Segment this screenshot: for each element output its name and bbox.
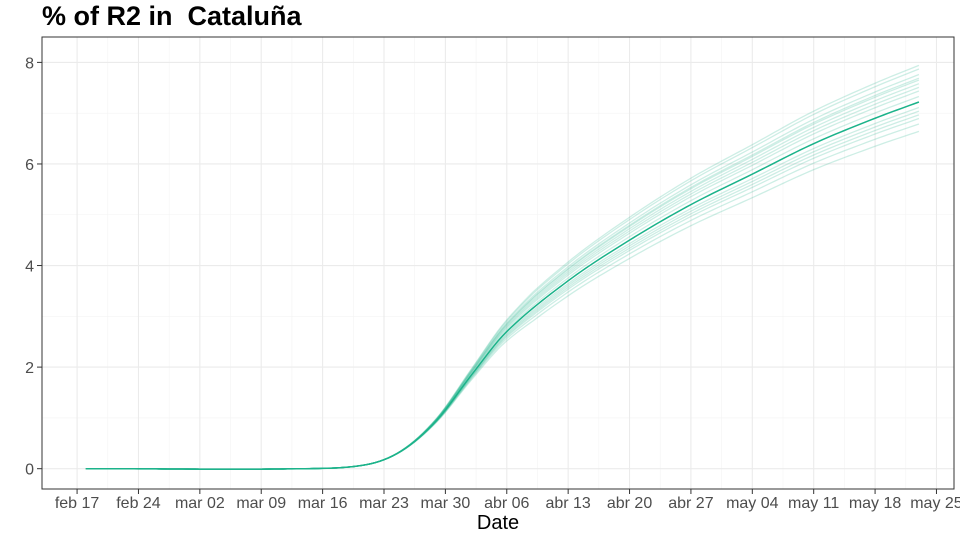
panel-border <box>41 36 955 490</box>
y-tick-label: 8 <box>25 55 34 72</box>
x-tick-label: may 04 <box>726 495 779 512</box>
x-tick-label: mar 09 <box>236 495 286 512</box>
x-tick-label: mar 02 <box>175 495 225 512</box>
x-tick-label: abr 27 <box>668 495 713 512</box>
ensemble-line <box>85 123 920 470</box>
x-tick-label: may 11 <box>788 495 839 512</box>
ensemble-line <box>85 130 920 470</box>
x-tick-label: mar 16 <box>298 495 348 512</box>
x-axis: feb 17 feb 24 mar 02 mar 09 mar 16 mar 23 mar … <box>55 489 960 512</box>
y-tick-label: 4 <box>25 259 34 276</box>
minor-gridlines <box>42 37 954 489</box>
ensemble-line <box>85 64 920 470</box>
x-tick-label: abr 13 <box>545 495 590 512</box>
x-axis-title: Date <box>477 512 519 534</box>
ensemble-line <box>85 101 920 470</box>
ensemble-line <box>85 117 920 470</box>
ensemble-line <box>85 79 920 470</box>
x-tick-label: may 25 <box>910 495 960 512</box>
y-tick-label: 2 <box>25 360 34 377</box>
x-tick-label: feb 17 <box>55 495 100 512</box>
x-tick-label: mar 30 <box>420 495 470 512</box>
ensemble-line <box>85 110 920 470</box>
main-series <box>85 101 920 470</box>
major-gridlines <box>42 37 954 489</box>
ensemble-lines <box>85 64 920 470</box>
x-tick-label: abr 06 <box>484 495 529 512</box>
y-axis: 0 2 4 6 8 <box>25 55 42 479</box>
x-tick-label: mar 23 <box>359 495 409 512</box>
ensemble-line <box>85 106 920 470</box>
ensemble-line <box>85 86 920 470</box>
x-tick-label: may 18 <box>849 495 902 512</box>
main-line <box>85 101 920 470</box>
x-tick-label: abr 20 <box>607 495 652 512</box>
y-tick-label: 0 <box>25 462 34 479</box>
y-tick-label: 6 <box>25 157 34 174</box>
chart-title: % of R2 in Cataluña <box>42 1 302 31</box>
ensemble-line <box>85 83 920 470</box>
x-tick-label: feb 24 <box>116 495 161 512</box>
